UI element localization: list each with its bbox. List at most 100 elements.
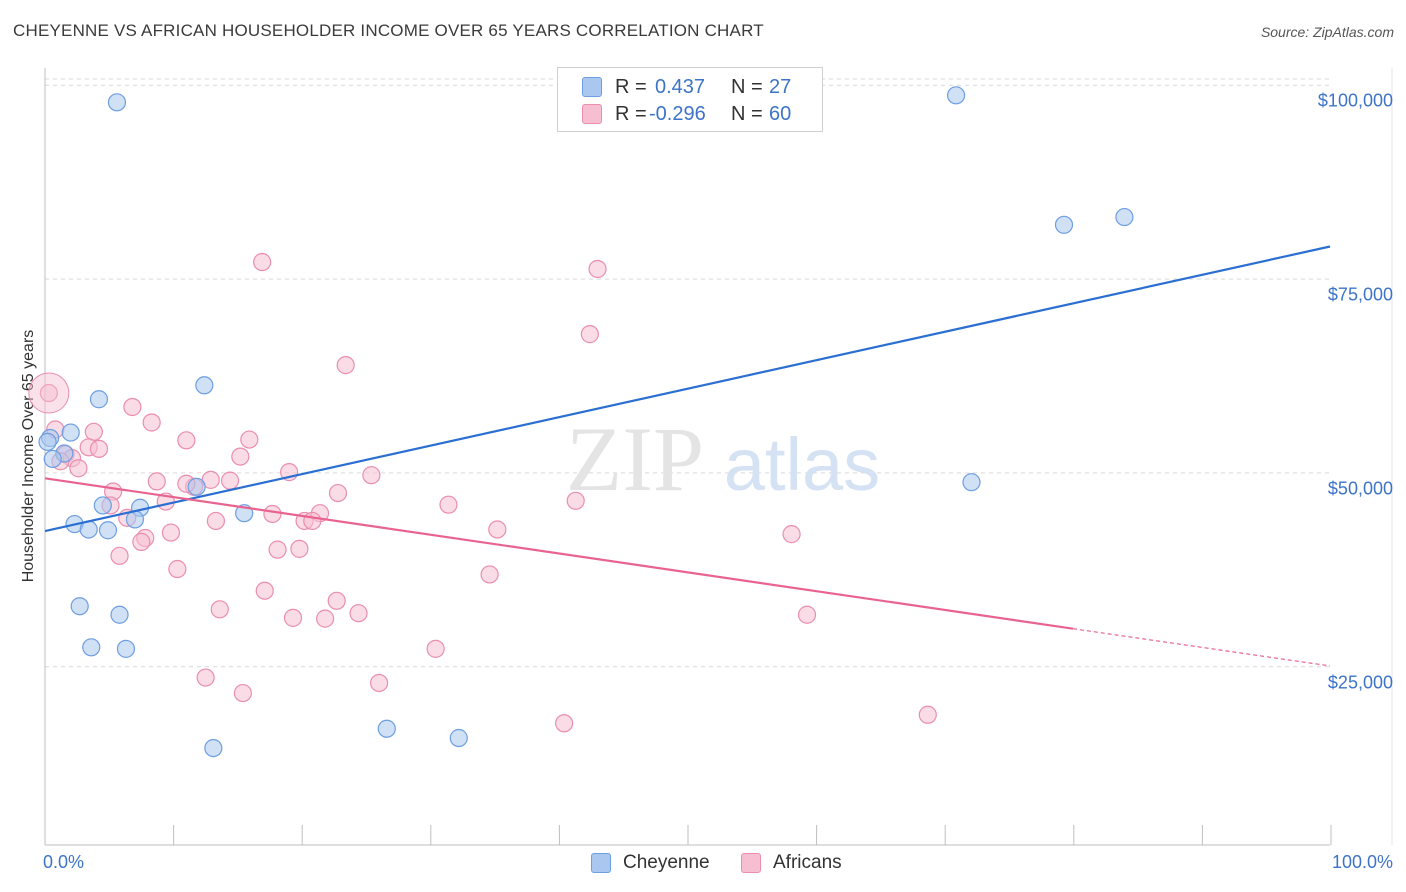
n-label: N =: [731, 102, 763, 125]
cheyenne-point: [38, 432, 57, 451]
cheyenne-point: [204, 738, 223, 758]
africans-point: [918, 705, 937, 724]
africans-point: [240, 430, 259, 449]
africans-point: [168, 559, 187, 579]
correlation-legend: R = 0.437 N = 27 R = -0.296 N = 60: [557, 67, 823, 132]
africans-point: [89, 439, 109, 458]
cheyenne-point: [449, 728, 468, 748]
cheyenne-point: [61, 423, 80, 442]
n-value: 27: [769, 75, 792, 98]
cheyenne-point: [116, 639, 136, 658]
cheyenne-point: [89, 390, 109, 409]
africans-point: [439, 495, 458, 514]
r-value: -0.296: [649, 102, 706, 125]
africans-point: [196, 668, 215, 687]
source-credit: Source: ZipAtlas.com: [1260, 24, 1394, 40]
africans-point: [370, 673, 389, 693]
cheyenne-point: [195, 376, 214, 395]
africans-point: [290, 539, 309, 558]
cheyenne-swatch: [582, 77, 602, 97]
cheyenne-point: [1115, 207, 1134, 227]
africans-point: [303, 511, 322, 531]
africans-point: [328, 483, 348, 503]
africans-point: [206, 511, 226, 531]
africans-point: [588, 259, 607, 279]
cheyenne-point: [1054, 215, 1074, 234]
africans-point: [283, 608, 303, 627]
x-tick-max: 100.0%: [1331, 852, 1393, 872]
legend-row-cheyenne: R = 0.437 N = 27: [582, 76, 791, 98]
y-tick-label: $100,000: [1317, 90, 1393, 111]
n-label: N =: [731, 75, 763, 98]
r-label: R =: [615, 102, 647, 125]
cheyenne-point: [107, 93, 127, 112]
africans-point: [132, 532, 151, 551]
africans-point: [580, 325, 599, 344]
africans-point: [426, 639, 445, 658]
africans-point: [782, 525, 801, 544]
africans-point: [480, 565, 499, 584]
africans-point: [797, 605, 817, 624]
africans-swatch: [741, 853, 761, 873]
africans-point: [255, 581, 274, 600]
africans-point: [555, 714, 574, 733]
cheyenne-point: [70, 597, 89, 616]
africans-point: [110, 546, 129, 565]
africans-point: [253, 252, 272, 272]
r-label: R =: [615, 75, 647, 98]
watermark-atlas: atlas: [724, 423, 880, 506]
africans-point: [327, 591, 346, 610]
africans-point: [268, 540, 287, 559]
cheyenne-point: [962, 473, 981, 492]
africans-point: [39, 383, 58, 403]
n-value: 60: [769, 102, 792, 125]
watermark-zip: ZIP: [566, 408, 704, 510]
cheyenne-point: [43, 449, 62, 469]
africans-point: [69, 459, 88, 478]
bottom-legend-cheyenne: Cheyenne: [591, 852, 710, 874]
africans-point: [161, 523, 181, 542]
cheyenne-trend-line: [44, 245, 1331, 533]
cheyenne-point: [110, 605, 129, 624]
africans-swatch: [582, 104, 602, 124]
africans-point: [488, 520, 507, 539]
africans-trend-extension: [1072, 628, 1331, 667]
africans-point: [316, 609, 335, 628]
cheyenne-point: [946, 86, 966, 105]
africans-point: [231, 447, 250, 466]
africans-trend-line: [44, 477, 1074, 630]
cheyenne-point: [98, 521, 118, 540]
bottom-legend-africans: Africans: [741, 852, 842, 874]
cheyenne-swatch: [591, 853, 611, 873]
africans-point: [210, 600, 229, 619]
africans-point: [263, 504, 282, 524]
africans-point: [349, 604, 368, 623]
africans-point: [566, 491, 585, 510]
africans-label: Africans: [773, 852, 842, 873]
africans-point: [220, 471, 240, 490]
africans-point: [142, 413, 161, 432]
africans-point: [84, 422, 103, 441]
africans-point-cluster: [28, 372, 70, 414]
cheyenne-point: [82, 638, 101, 657]
r-value: 0.437: [655, 75, 706, 98]
y-tick-label: $25,000: [1327, 672, 1393, 693]
y-tick-label: $50,000: [1327, 478, 1393, 499]
africans-point: [336, 356, 355, 375]
chart-title: CHEYENNE VS AFRICAN HOUSEHOLDER INCOME O…: [13, 21, 764, 40]
cheyenne-point: [93, 496, 112, 515]
cheyenne-label: Cheyenne: [623, 852, 710, 873]
y-tick-label: $75,000: [1327, 284, 1393, 305]
africans-point: [147, 472, 166, 491]
series-cheyenne: [38, 86, 1134, 758]
legend-row-africans: R = -0.296 N = 60: [582, 103, 791, 125]
africans-point: [177, 431, 196, 450]
africans-point: [123, 397, 142, 417]
trend-lines: [44, 245, 1331, 667]
cheyenne-point: [377, 719, 396, 738]
gridlines: [45, 78, 1330, 668]
africans-point: [362, 466, 381, 485]
africans-point: [233, 683, 252, 703]
x-tick-min: 0.0%: [43, 852, 85, 872]
